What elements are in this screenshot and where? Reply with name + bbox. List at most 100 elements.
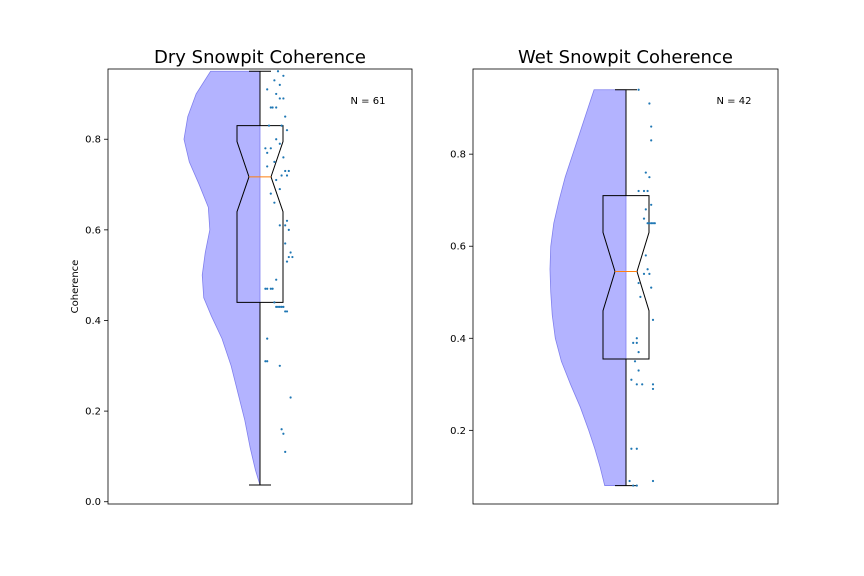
- wet-data-point: [650, 125, 653, 128]
- wet-data-point: [637, 189, 640, 193]
- dry-data-point: [280, 428, 283, 431]
- wet-data-point: [644, 254, 647, 257]
- dry-data-point: [266, 360, 269, 363]
- dry-data-point: [276, 70, 280, 73]
- dry-data-point: [278, 142, 281, 145]
- wet-snowpit-panel: 0.2 0.4 0.6 0.8 Wet Snowpit Coherence N = 4…: [450, 47, 779, 505]
- wet-data-point: [641, 383, 644, 386]
- wet-data-point: [650, 222, 653, 225]
- dry-violin: [183, 70, 261, 486]
- dry-data-point: [282, 432, 285, 435]
- dry-data-point: [280, 174, 283, 177]
- wet-data-point: [628, 479, 631, 483]
- wet-data-point: [646, 222, 649, 225]
- wet-data-point: [650, 139, 653, 142]
- dry-data-point: [282, 97, 285, 100]
- dry-y-axis-label: Coherence: [70, 260, 81, 314]
- dry-data-point: [269, 147, 272, 150]
- wet-data-point: [633, 360, 637, 363]
- dry-data-point: [264, 287, 267, 290]
- wet-data-point: [630, 447, 633, 450]
- wet-plot-frame: [472, 68, 779, 505]
- dry-data-point: [280, 124, 283, 127]
- dry-data-point: [282, 305, 285, 308]
- dry-data-point: [287, 228, 290, 231]
- dry-data-point: [275, 178, 278, 182]
- wet-y-tick-label: 0.2: [450, 426, 466, 437]
- dry-data-point: [266, 337, 269, 340]
- dry-data-point: [273, 201, 276, 204]
- wet-data-point: [637, 88, 640, 91]
- wet-data-point: [644, 208, 647, 211]
- dry-data-point: [273, 160, 276, 163]
- dry-data-point: [266, 165, 269, 168]
- wet-data-point: [648, 176, 651, 179]
- dry-data-point: [284, 115, 287, 118]
- wet-data-point: [648, 102, 651, 105]
- dry-data-point: [266, 287, 269, 290]
- dry-data-point: [285, 219, 289, 222]
- wet-data-point: [635, 341, 638, 344]
- wet-data-point: [635, 383, 638, 386]
- dry-data-point: [264, 147, 267, 150]
- wet-data-point: [646, 268, 649, 271]
- dry-data-point: [269, 106, 272, 109]
- wet-data-point: [648, 222, 651, 225]
- dry-data-point: [275, 92, 278, 96]
- dry-data-point: [275, 278, 278, 281]
- dry-data-point: [278, 97, 281, 100]
- wet-data-point: [632, 484, 635, 487]
- dry-data-point: [280, 305, 283, 308]
- dry-data-point: [285, 129, 289, 132]
- wet-data-point: [650, 203, 653, 206]
- dry-y-tick-label: 0.0: [85, 497, 101, 508]
- wet-data-point: [639, 295, 642, 298]
- dry-y-tick-label: 0.2: [85, 407, 101, 418]
- wet-violin: [549, 89, 627, 486]
- dry-data-point: [269, 287, 272, 290]
- dry-data-point: [273, 79, 276, 82]
- dry-data-point: [278, 187, 281, 191]
- dry-sample-count: N = 61: [351, 96, 386, 107]
- dry-data-point: [271, 106, 274, 109]
- wet-data-point: [651, 318, 655, 321]
- dry-data-point: [284, 169, 287, 173]
- dry-data-point: [284, 310, 287, 313]
- wet-data-point: [635, 484, 638, 487]
- wet-y-tick-label: 0.6: [450, 242, 466, 253]
- dry-data-point: [287, 255, 290, 259]
- wet-y-tick-label: 0.4: [450, 334, 466, 345]
- wet-box: [602, 195, 650, 360]
- dry-data-point: [271, 287, 274, 290]
- wet-sample-count: N = 42: [717, 96, 752, 107]
- dry-data-point: [275, 138, 278, 141]
- dry-data-point: [269, 192, 272, 195]
- dry-data-point: [275, 106, 278, 109]
- wet-data-point: [644, 171, 647, 174]
- wet-data-point: [650, 286, 653, 289]
- wet-data-point: [630, 378, 633, 381]
- dry-data-point: [266, 151, 269, 154]
- dry-data-point: [264, 360, 267, 363]
- dry-data-point: [284, 224, 287, 227]
- wet-data-point: [653, 222, 656, 225]
- dry-data-point: [285, 174, 289, 177]
- wet-data-point: [648, 272, 651, 275]
- dry-data-point: [266, 88, 269, 91]
- dry-data-point: [273, 301, 276, 304]
- dry-data-point: [282, 156, 285, 159]
- wet-data-point: [651, 479, 655, 483]
- dry-data-point: [276, 305, 280, 308]
- wet-data-point: [642, 272, 646, 275]
- dry-data-point: [267, 124, 271, 127]
- dry-chart-title: Dry Snowpit Coherence: [154, 47, 366, 68]
- dry-data-point: [289, 251, 292, 254]
- wet-data-point: [642, 217, 646, 220]
- dry-data-point: [285, 310, 289, 313]
- dry-snowpit-panel: 0.0 0.2 0.4 0.6 0.8 Dry Snowpit Coherence Co…: [70, 47, 413, 508]
- wet-data-point: [651, 383, 655, 386]
- dry-y-tick-label: 0.4: [85, 316, 101, 327]
- dry-data-point: [287, 169, 290, 173]
- wet-data-point: [651, 387, 655, 391]
